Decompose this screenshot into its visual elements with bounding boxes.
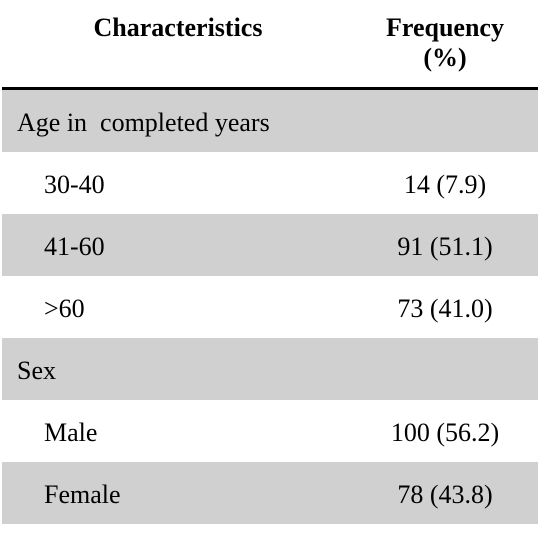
table-row-age-30-40: 30-40 14 (7.9) <box>2 152 538 214</box>
row-label: Age in completed years <box>17 108 270 137</box>
table-row-male: Male 100 (56.2) <box>2 400 538 462</box>
row-label: >60 <box>44 294 85 323</box>
row-value: 78 (43.8) <box>397 480 493 509</box>
table-row-age-group: Age in completed years <box>2 90 538 152</box>
header-frequency-line1: Frequency <box>386 13 504 42</box>
row-label: Female <box>44 480 121 509</box>
row-label: Male <box>44 418 98 447</box>
characteristics-table: Characteristics Frequency (%) Age in com… <box>2 0 538 524</box>
table-row-age-41-60: 41-60 91 (51.1) <box>2 214 538 276</box>
row-value <box>354 90 536 152</box>
header-frequency-line2: (%) <box>423 43 467 72</box>
row-label: Sex <box>17 356 56 385</box>
header-characteristics: Characteristics <box>93 13 263 42</box>
row-value: 100 (56.2) <box>390 418 500 447</box>
row-label: 41-60 <box>44 232 105 261</box>
table-row-age-over-60: >60 73 (41.0) <box>2 276 538 338</box>
row-value <box>354 338 536 400</box>
row-value: 14 (7.9) <box>403 170 487 199</box>
table-row-sex-group: Sex <box>2 338 538 400</box>
row-value: 91 (51.1) <box>397 232 493 261</box>
header-frequency: Frequency (%) <box>354 13 536 73</box>
row-value: 73 (41.0) <box>397 294 493 323</box>
table-row-female: Female 78 (43.8) <box>2 462 538 524</box>
row-label: 30-40 <box>44 170 105 199</box>
table-header: Characteristics Frequency (%) <box>2 0 538 90</box>
